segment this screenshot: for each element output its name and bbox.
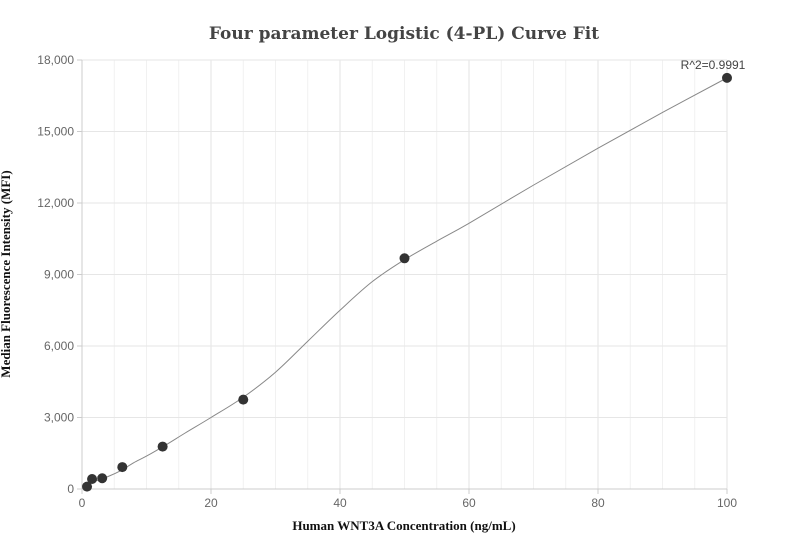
tick-labels: 0 20 40 60 80 100 0 3,000 6,000 9,000 12,000 15,000… (37, 53, 737, 510)
data-point (82, 481, 93, 492)
y-tick-label: 12,000 (37, 196, 74, 210)
x-tick-label: 80 (591, 496, 605, 510)
chart-title: Four parameter Logistic (4-PL) Curve Fit (209, 24, 599, 44)
y-axis-title: Median Fluorescence Intensity (MFI) (0, 170, 13, 377)
x-tick-label: 0 (79, 496, 86, 510)
data-point (399, 253, 410, 264)
y-tick-label: 0 (67, 482, 74, 496)
data-point (722, 72, 732, 83)
x-axis-title: Human WNT3A Concentration (ng/mL) (292, 518, 515, 533)
y-tick-label: 9,000 (44, 268, 74, 282)
data-point (87, 473, 98, 484)
axes (77, 59, 728, 494)
data-point (97, 473, 108, 484)
x-tick-label: 100 (717, 496, 737, 510)
grid-lines (81, 59, 728, 490)
x-tick-label: 40 (333, 496, 347, 510)
data-point (238, 394, 249, 405)
x-tick-label: 20 (204, 496, 218, 510)
y-tick-label: 6,000 (44, 339, 74, 353)
y-tick-label: 3,000 (44, 411, 74, 425)
y-tick-label: 15,000 (37, 125, 74, 139)
data-points (82, 72, 732, 492)
r-squared-annotation: R^2=0.9991 (681, 58, 746, 72)
data-point (157, 441, 168, 452)
x-tick-label: 60 (462, 496, 476, 510)
data-point (117, 462, 128, 473)
fit-curve-line (81, 77, 728, 486)
y-tick-label: 18,000 (37, 53, 74, 67)
